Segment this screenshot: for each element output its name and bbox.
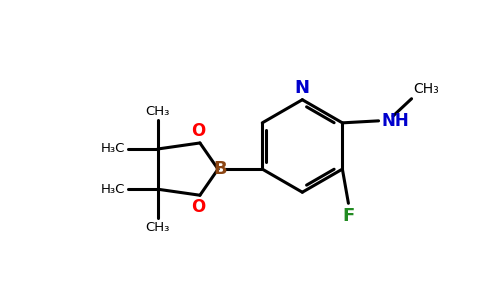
Text: H₃C: H₃C	[101, 183, 125, 196]
Text: CH₃: CH₃	[146, 105, 170, 118]
Text: NH: NH	[382, 112, 409, 130]
Text: O: O	[191, 199, 205, 217]
Text: N: N	[295, 79, 310, 97]
Text: F: F	[342, 207, 355, 225]
Text: O: O	[191, 122, 205, 140]
Text: CH₃: CH₃	[413, 82, 439, 95]
Text: B: B	[213, 160, 227, 178]
Text: CH₃: CH₃	[146, 220, 170, 234]
Text: H₃C: H₃C	[101, 142, 125, 155]
